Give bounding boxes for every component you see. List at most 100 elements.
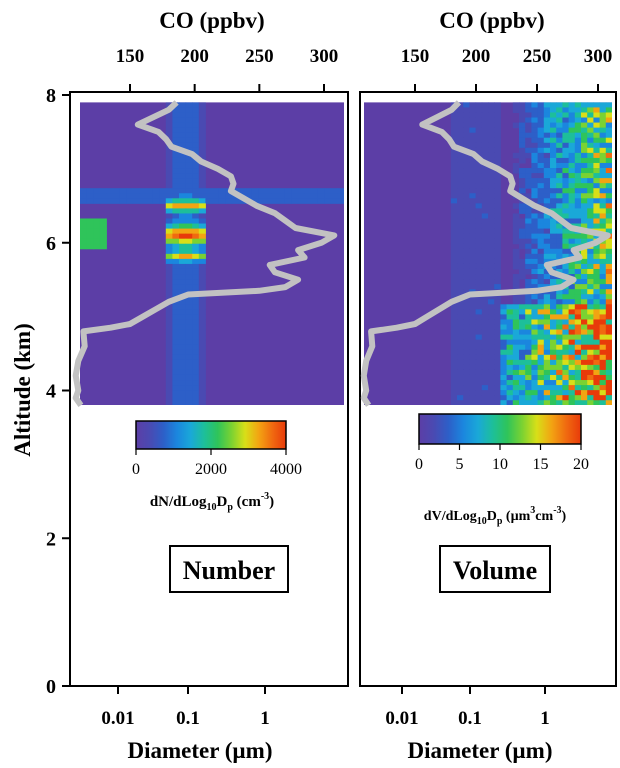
heatmap-cell (475, 112, 483, 119)
heatmap-cell (192, 314, 200, 320)
heatmap-cell (593, 329, 601, 336)
heatmap-cell (494, 258, 501, 265)
heatmap-cell (179, 390, 187, 396)
heatmap-cell (531, 157, 539, 164)
heatmap-cell (192, 223, 200, 230)
heatmap-cell (574, 127, 582, 134)
y-tick-label: 4 (46, 381, 56, 403)
heatmap-cell (469, 334, 477, 341)
colorbar-tick-label: 2000 (195, 461, 227, 478)
heatmap-cell (185, 117, 193, 124)
heatmap-cell (469, 390, 477, 396)
heatmap-cell (475, 258, 483, 265)
heatmap-cell (568, 218, 576, 225)
heatmap-cell (152, 188, 160, 194)
heatmap-cell (185, 253, 193, 260)
heatmap-cell (587, 142, 594, 149)
heatmap-cell (512, 395, 520, 401)
heatmap-cell (469, 369, 477, 376)
heatmap-cell (574, 183, 582, 189)
heatmap-cell (481, 369, 489, 376)
heatmap-cell (494, 268, 501, 275)
heatmap-cell (185, 162, 193, 169)
heatmap-cell (80, 223, 88, 230)
heatmap-cell (457, 238, 464, 245)
heatmap-cell (165, 168, 173, 174)
heatmap-cell (165, 132, 173, 139)
heatmap-cell (165, 319, 173, 326)
heatmap-cell (537, 233, 545, 240)
heatmap-cell (568, 142, 576, 149)
heatmap-cell (605, 112, 612, 119)
heatmap-cell (599, 364, 607, 371)
heatmap-cell (481, 344, 489, 351)
heatmap-cell (568, 344, 576, 351)
heatmap-cell (587, 152, 594, 159)
heatmap-cell (543, 188, 551, 194)
heatmap-cell (450, 364, 458, 371)
heatmap-cell (192, 122, 200, 129)
heatmap-cell (179, 374, 187, 381)
heatmap-cell (172, 193, 180, 199)
heatmap-cell (192, 112, 200, 119)
heatmap-cell (106, 193, 114, 199)
heatmap-cell (550, 339, 557, 346)
heatmap-cell (543, 329, 551, 336)
heatmap-cell (605, 208, 612, 214)
heatmap-cell (475, 243, 483, 250)
heatmap-cell (587, 354, 594, 361)
heatmap-cell (481, 248, 489, 255)
heatmap-cell (450, 178, 458, 184)
heatmap-cell (172, 132, 180, 139)
heatmap-cell (599, 122, 607, 129)
heatmap-cell (550, 309, 557, 315)
heatmap-cell (192, 299, 200, 305)
heatmap-cell (562, 142, 570, 149)
heatmap-cell (574, 147, 582, 154)
heatmap-cell (494, 152, 501, 159)
heatmap-cell (525, 354, 532, 361)
heatmap-cell (185, 198, 193, 204)
heatmap-cell (192, 228, 200, 235)
heatmap-cell (475, 188, 483, 194)
heatmap-cell (185, 390, 193, 396)
heatmap-cell (192, 253, 200, 260)
heatmap-cell (605, 284, 612, 290)
heatmap-cell (574, 162, 582, 169)
heatmap-cell (80, 233, 88, 240)
heatmap-cell (512, 390, 520, 396)
heatmap-cell (258, 198, 266, 204)
heatmap-cell (185, 359, 193, 366)
colorbar-tick-label: 15 (533, 456, 549, 473)
heatmap-cell (481, 354, 489, 361)
heatmap-cell (494, 132, 501, 139)
heatmap-cell (562, 334, 570, 341)
heatmap-cell (593, 248, 601, 255)
heatmap-cell (525, 203, 532, 209)
heatmap-cell (258, 193, 266, 199)
heatmap-cell (126, 188, 134, 194)
heatmap-cell (330, 193, 338, 199)
heatmap-cell (556, 132, 563, 139)
heatmap-cell (587, 127, 594, 134)
heatmap-cell (537, 253, 545, 260)
heatmap-cell (488, 324, 495, 331)
heatmap-cell (457, 157, 464, 164)
heatmap-cell (519, 339, 526, 346)
heatmap-cell (192, 238, 200, 245)
heatmap-cell (463, 344, 470, 351)
heatmap-cell (185, 218, 193, 225)
heatmap-cell (506, 359, 514, 366)
heatmap-cell (543, 299, 551, 305)
heatmap-cell (463, 162, 470, 169)
heatmap-cell (185, 299, 193, 305)
heatmap-cell (165, 208, 173, 214)
heatmap-cell (185, 304, 193, 310)
heatmap-cell (146, 198, 154, 204)
heatmap-cell (537, 127, 545, 134)
heatmap-cell (543, 238, 551, 245)
heatmap-cell (587, 203, 594, 209)
heatmap-cell (593, 359, 601, 366)
heatmap-cell (463, 400, 470, 405)
heatmap-cell (481, 299, 489, 305)
